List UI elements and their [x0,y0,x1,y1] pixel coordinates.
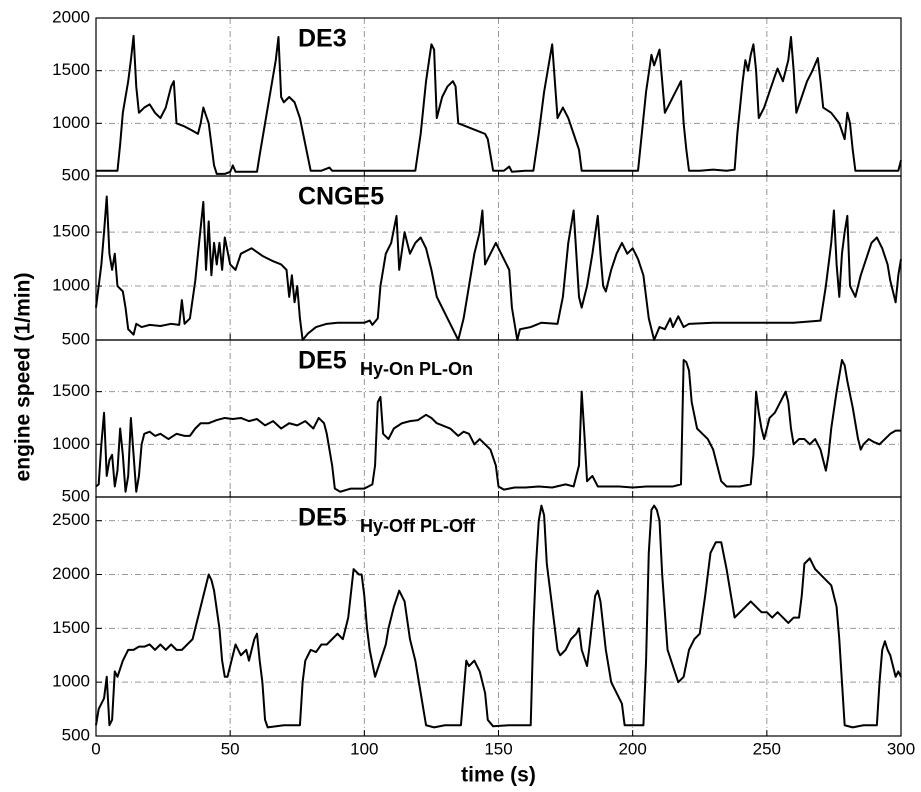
y-tick-label: 2000 [52,7,90,26]
x-tick-label: 50 [221,739,240,758]
panel-title: CNGE5 [298,183,384,211]
y-tick-label: 500 [62,486,90,505]
y-tick-label: 1500 [52,222,90,241]
x-axis-label: time (s) [461,764,536,787]
y-tick-label: 1500 [52,618,90,637]
y-tick-label: 1500 [52,381,90,400]
y-tick-label: 500 [62,329,90,348]
x-tick-label: 300 [887,739,915,758]
y-tick-label: 1000 [52,434,90,453]
speed-line [95,359,901,493]
x-tick-label: 0 [91,739,100,758]
y-tick-label: 500 [62,725,90,744]
panel-title: DE5 [298,504,347,532]
panel-title: DE3 [298,25,347,53]
x-tick-label: 250 [753,739,781,758]
panel-subtitle: Hy-Off PL-Off [360,516,476,536]
y-tick-label: 500 [62,165,90,184]
y-tick-label: 1000 [52,672,90,691]
x-tick-label: 200 [618,739,646,758]
y-tick-label: 1000 [52,113,90,132]
x-tick-label: 150 [484,739,512,758]
x-tick-label: 100 [350,739,378,758]
y-tick-label: 1000 [52,276,90,295]
speed-line [95,504,902,729]
y-tick-label: 1500 [52,60,90,79]
plot-frame [95,496,902,737]
y-tick-label: 2500 [52,510,90,529]
panel-subtitle: Hy-On PL-On [360,359,473,379]
y-tick-label: 2000 [52,564,90,583]
y-axis-label: engine speed (1/min) [12,273,35,482]
panel-title: DE5 [298,347,347,375]
speed-line [96,34,902,175]
